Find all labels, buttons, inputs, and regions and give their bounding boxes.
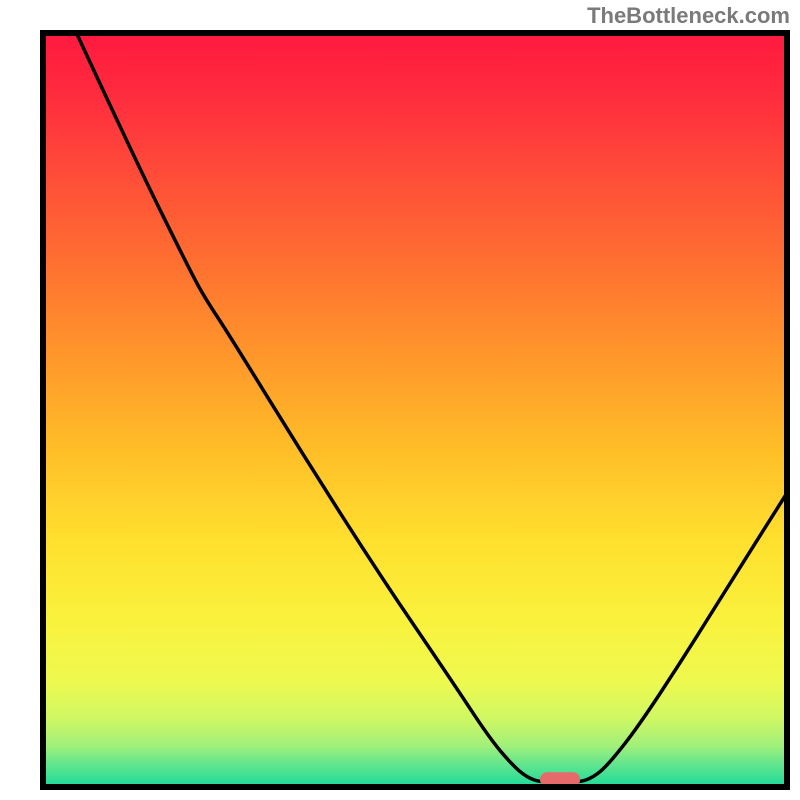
gradient-background bbox=[43, 33, 787, 787]
chart-container: { "meta": { "watermark": "TheBottleneck.… bbox=[0, 0, 800, 800]
watermark-text: TheBottleneck.com bbox=[587, 3, 790, 29]
bottleneck-chart bbox=[0, 0, 800, 800]
